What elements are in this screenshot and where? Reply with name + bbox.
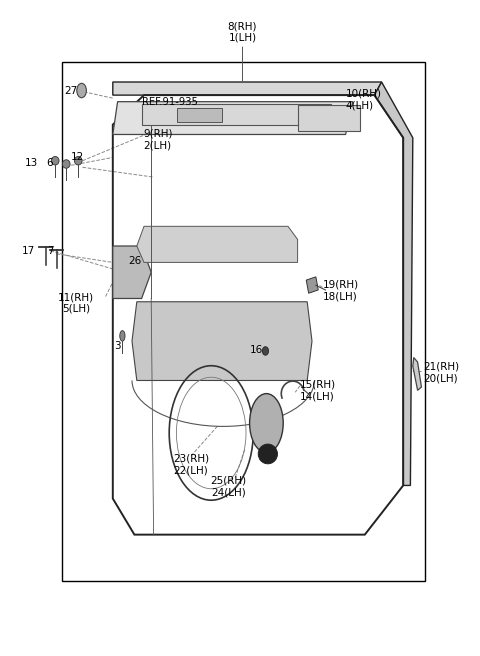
- Text: 3: 3: [114, 341, 121, 352]
- Text: 11(RH)
5(LH): 11(RH) 5(LH): [58, 293, 94, 314]
- Polygon shape: [113, 102, 353, 134]
- Text: 25(RH)
24(LH): 25(RH) 24(LH): [210, 476, 247, 497]
- Bar: [62, 62, 425, 581]
- Ellipse shape: [262, 346, 269, 356]
- Polygon shape: [306, 277, 318, 293]
- Text: 9(RH)
2(LH): 9(RH) 2(LH): [143, 129, 172, 150]
- Ellipse shape: [120, 331, 125, 341]
- Text: 8(RH)
1(LH): 8(RH) 1(LH): [228, 21, 257, 43]
- Text: 27: 27: [64, 85, 78, 96]
- Text: 10(RH)
4(LH): 10(RH) 4(LH): [346, 89, 382, 110]
- Text: REF.91-935: REF.91-935: [142, 96, 197, 107]
- Polygon shape: [113, 82, 382, 95]
- Ellipse shape: [77, 83, 86, 98]
- Polygon shape: [113, 246, 151, 298]
- Text: 6: 6: [46, 157, 53, 168]
- Text: 26: 26: [129, 256, 142, 266]
- Bar: [298, 105, 360, 131]
- Text: 23(RH)
22(LH): 23(RH) 22(LH): [173, 454, 209, 475]
- Text: 13: 13: [25, 157, 38, 168]
- Polygon shape: [137, 226, 298, 262]
- Text: 21(RH)
20(LH): 21(RH) 20(LH): [423, 362, 459, 383]
- Ellipse shape: [258, 444, 277, 464]
- Polygon shape: [413, 358, 421, 390]
- Text: 12: 12: [71, 152, 84, 163]
- Bar: [142, 104, 331, 125]
- Bar: [177, 108, 222, 122]
- Text: 16: 16: [250, 345, 264, 356]
- Ellipse shape: [250, 394, 283, 453]
- Text: 19(RH)
18(LH): 19(RH) 18(LH): [323, 280, 359, 301]
- Polygon shape: [374, 82, 413, 485]
- Polygon shape: [132, 302, 312, 380]
- Ellipse shape: [51, 156, 59, 165]
- Text: 7: 7: [47, 245, 54, 256]
- Ellipse shape: [74, 156, 82, 165]
- Ellipse shape: [62, 159, 70, 168]
- Text: 17: 17: [22, 245, 35, 256]
- Text: 15(RH)
14(LH): 15(RH) 14(LH): [300, 380, 336, 401]
